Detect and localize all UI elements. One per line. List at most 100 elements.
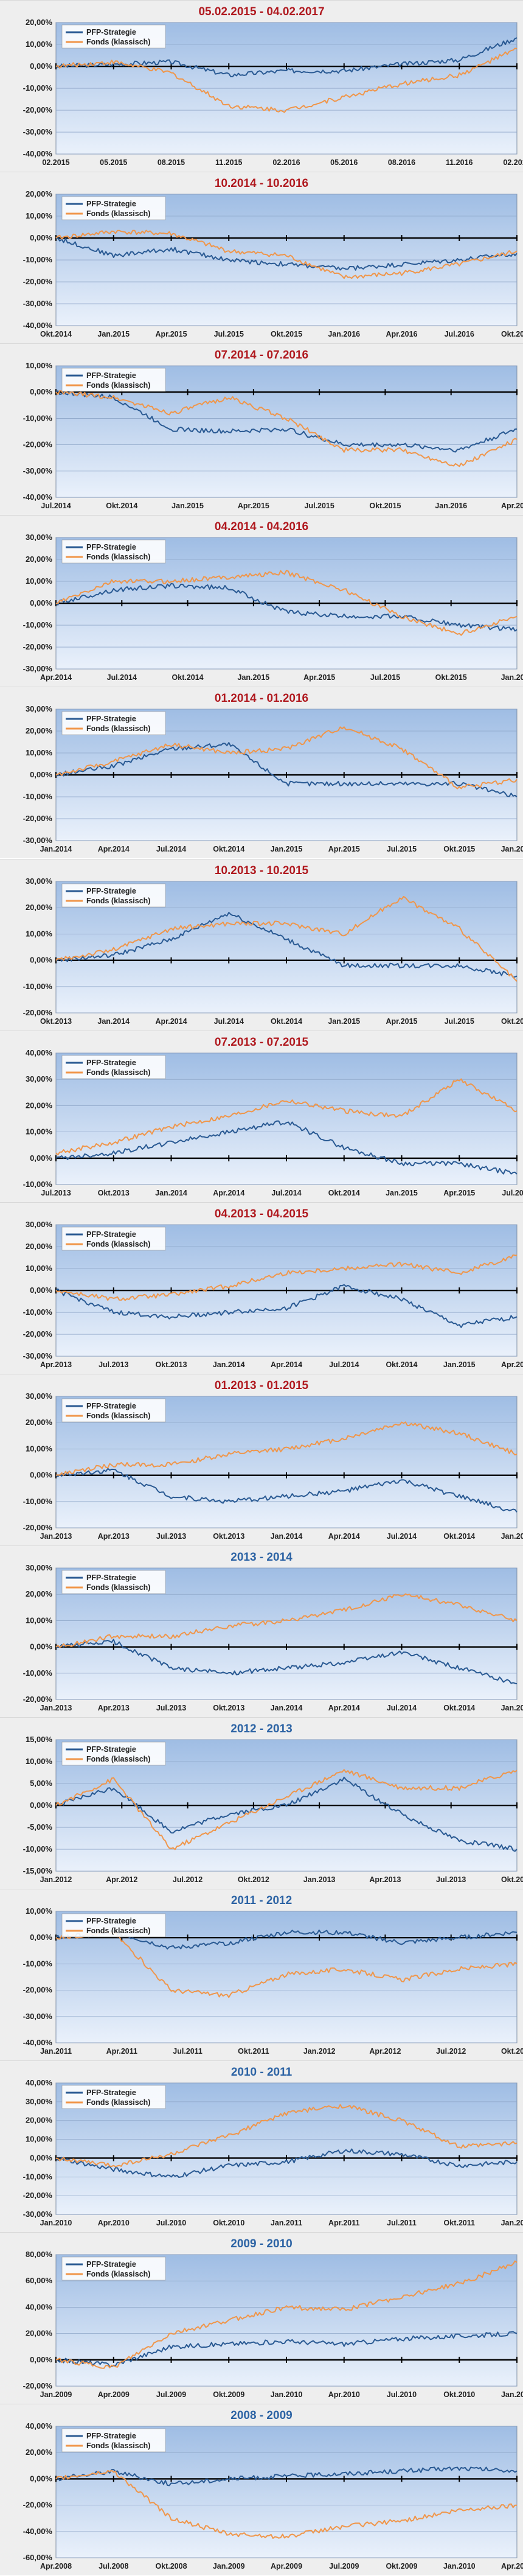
y-tick-label: 30,00% <box>26 878 52 886</box>
y-tick-label: -30,00% <box>23 1351 53 1360</box>
series-line-pfp-strategie <box>55 1120 518 1175</box>
x-tick-label: Okt.2013 <box>40 1017 72 1026</box>
y-tick-label: -30,00% <box>23 2210 53 2219</box>
chart-title: 01.2013 - 01.2015 <box>214 1379 309 1392</box>
chart-panel: 2011 - 2012 10,00% 0,00% -10,00% -20,00% -30,… <box>0 1889 523 2061</box>
chart-svg: 80,00%60,00%40,00%20,00%0,00%-20,00%Jan.… <box>23 2251 523 2399</box>
x-tick-label: Jan.2016 <box>435 502 467 510</box>
x-tick-label: Jan.2015 <box>237 673 269 682</box>
legend-box <box>61 1055 166 1079</box>
legend-box <box>61 24 166 49</box>
x-tick-label: Jan.2015 <box>386 1189 418 1197</box>
y-tick-label: 0,00% <box>30 2474 52 2483</box>
series-line-pfp-strategie <box>55 2331 518 2368</box>
chart-panel: 01.2013 - 01.2015 30,00% 20,00% 10,00% 0,00%… <box>0 1373 523 1545</box>
chart-panel: 04.2013 - 04.2015 30,00% 20,00% 10,00% 0,00%… <box>0 1202 523 1374</box>
chart-title: 05.02.2015 - 04.02.2017 <box>198 5 325 18</box>
x-tick-label: Okt.2014 <box>172 673 204 682</box>
x-tick-label: Apr.2014 <box>271 1360 302 1369</box>
x-tick-label: Jul.2008 <box>99 2562 128 2571</box>
x-tick-label: Okt.2014 <box>106 502 137 510</box>
y-tick-label: 10,00% <box>26 1757 52 1766</box>
legend-label: PFP-Strategie <box>86 2260 136 2269</box>
x-tick-label: Apr.2013 <box>369 1875 401 1884</box>
legend-box <box>61 368 166 392</box>
x-tick-label: Jul.2014 <box>107 673 137 682</box>
chart-panel: 10.2013 - 10.2015 30,00% 20,00% 10,00% 0,00%… <box>0 858 523 1031</box>
x-tick-label: Jan.2011 <box>40 2047 72 2056</box>
x-tick-label: Apr.2015 <box>238 502 269 510</box>
x-tick-label: Jan.2013 <box>40 1532 72 1541</box>
x-tick-label: Apr.2014 <box>98 845 130 853</box>
y-tick-label: 10,00% <box>26 748 52 757</box>
x-tick-label: Apr.2014 <box>40 673 72 682</box>
legend-box <box>61 1741 166 1766</box>
y-tick-label: 10,00% <box>26 1908 52 1916</box>
x-tick-label: Jul.2015 <box>304 502 334 510</box>
chart-svg: 10,00%0,00%-10,00%-20,00%-30,00%-40,00%J… <box>23 362 523 510</box>
y-tick-label: 20,00% <box>26 2329 52 2338</box>
y-tick-label: 0,00% <box>30 770 52 779</box>
y-tick-label: 80,00% <box>26 2251 52 2259</box>
x-tick-label: Jul.2014 <box>41 502 71 510</box>
x-tick-label: Jul.2012 <box>173 1875 203 1884</box>
chart-title: 2010 - 2011 <box>230 2066 293 2079</box>
legend-label: Fonds (klassisch) <box>86 381 150 390</box>
x-tick-label: Jul.2010 <box>387 2390 417 2399</box>
y-tick-label: 0,00% <box>30 1801 52 1810</box>
series-line-fonds-klassisch <box>55 895 518 982</box>
x-tick-label: Jul.2015 <box>445 1017 474 1026</box>
x-tick-label: Jul.2016 <box>445 330 474 338</box>
x-tick-label: Jul.2009 <box>329 2562 359 2571</box>
x-tick-label: Jan.2014 <box>271 1704 303 1712</box>
y-tick-label: 20,00% <box>26 2116 52 2125</box>
legend-label: PFP-Strategie <box>86 1402 136 1410</box>
x-tick-label: Okt.2011 <box>444 2219 475 2227</box>
legend-label: PFP-Strategie <box>86 1059 136 1067</box>
x-tick-label: Apr.2010 <box>328 2390 360 2399</box>
legend-label: PFP-Strategie <box>86 1745 136 1754</box>
x-tick-label: Jan.2010 <box>443 2562 476 2571</box>
x-tick-label: Okt.2010 <box>213 2219 244 2227</box>
legend-label: Fonds (klassisch) <box>86 553 150 561</box>
x-tick-label: Jul.2010 <box>156 2219 186 2227</box>
x-tick-label: Apr.2014 <box>213 1189 244 1197</box>
legend-box <box>61 539 166 564</box>
chart-title: 04.2014 - 04.2016 <box>214 520 309 534</box>
series-line-fonds-klassisch <box>55 570 518 636</box>
series-line-pfp-strategie <box>55 583 518 632</box>
x-tick-label: Jan.2009 <box>40 2390 72 2399</box>
y-tick-label: -20,00% <box>23 1523 53 1532</box>
chart-panel: 04.2014 - 04.2016 30,00% 20,00% 10,00% 0,00%… <box>0 515 523 687</box>
x-tick-label: Okt.2016 <box>501 330 523 338</box>
y-tick-label: -10,00% <box>23 1180 53 1189</box>
y-tick-label: 20,00% <box>26 1242 52 1251</box>
x-tick-label: Jan.2016 <box>501 845 523 853</box>
x-tick-label: Jan.2012 <box>501 2219 523 2227</box>
x-tick-label: Okt.2015 <box>501 1017 523 1026</box>
y-tick-label: 20,00% <box>26 191 52 198</box>
series-line-fonds-klassisch <box>55 1421 518 1476</box>
y-tick-label: -40,00% <box>23 492 53 502</box>
legend-box <box>61 883 166 907</box>
x-tick-label: Jul.2013 <box>156 1532 186 1541</box>
x-tick-label: Jul.2013 <box>99 1360 128 1369</box>
y-tick-label: 30,00% <box>26 1393 52 1401</box>
chart-svg: 40,00%30,00%20,00%10,00%0,00%-10,00%Jul.… <box>23 1049 523 1197</box>
y-tick-label: 0,00% <box>30 1933 52 1942</box>
x-tick-label: Jul.2012 <box>436 2047 466 2056</box>
series-line-fonds-klassisch <box>55 2104 518 2168</box>
y-tick-label: 20,00% <box>26 1589 52 1598</box>
x-tick-label: Apr.2015 <box>443 1189 475 1197</box>
chart-panel: 07.2014 - 07.2016 10,00% 0,00% -10,00% -20,0… <box>0 343 523 516</box>
y-tick-label: -20,00% <box>23 814 53 823</box>
y-tick-label: -30,00% <box>23 466 53 475</box>
x-tick-label: Okt.2015 <box>443 845 475 853</box>
chart-svg: 10,00%0,00%-10,00%-20,00%-30,00%-40,00%J… <box>23 1908 523 2056</box>
x-tick-label: 05.2015 <box>100 158 127 167</box>
x-tick-label: Jan.2014 <box>97 1017 130 1026</box>
